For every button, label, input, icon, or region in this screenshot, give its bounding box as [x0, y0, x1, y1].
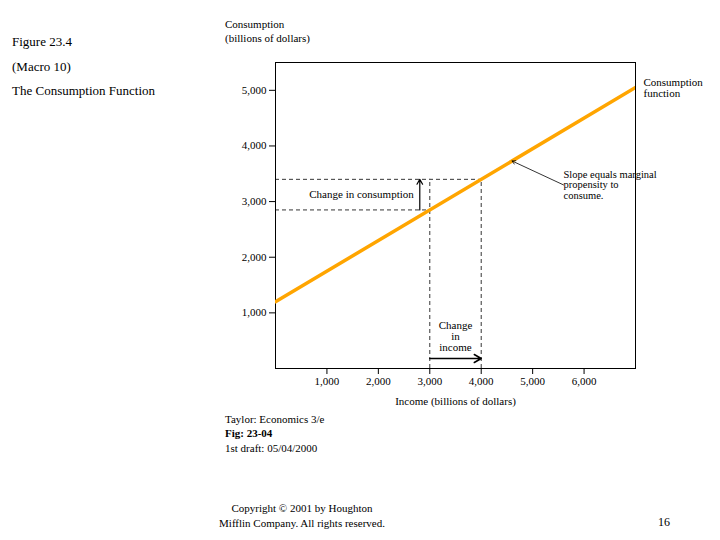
- svg-text:3,000: 3,000: [242, 195, 267, 207]
- svg-text:2,000: 2,000: [242, 250, 267, 262]
- svg-text:3,000: 3,000: [417, 375, 442, 387]
- html-text:16: 16: [658, 515, 670, 529]
- html-text:Consumption (billions of dolla: Consumption (billions of dollars): [225, 18, 310, 44]
- html-text:The Consumption Function: The Consumption Function: [12, 83, 155, 99]
- svg-text:5,000: 5,000: [242, 83, 267, 95]
- svg-text:1,000: 1,000: [315, 375, 340, 387]
- html-text:Taylor: Economics 3/e: Taylor: Economics 3/e: [225, 412, 325, 425]
- svg-text:Change in consumption: Change in consumption: [309, 188, 414, 200]
- svg-text:5,000: 5,000: [520, 375, 545, 387]
- html-text:Fig: 23-04: Fig: 23-04: [225, 427, 273, 440]
- svg-text:Slope equals marginalpropensit: Slope equals marginalpropensity toconsum…: [564, 168, 657, 200]
- svg-text:4,000: 4,000: [242, 139, 267, 151]
- svg-text:Consumptionfunction: Consumptionfunction: [644, 75, 704, 98]
- svg-text:2,000: 2,000: [366, 375, 391, 387]
- svg-text:1,000: 1,000: [242, 306, 267, 318]
- html-text:(Macro 10): (Macro 10): [12, 58, 71, 74]
- html-text:Copyright © 2001 by Houghton M: Copyright © 2001 by Houghton Mifflin Com…: [219, 502, 385, 529]
- html-text:Figure 23.4: Figure 23.4: [12, 34, 72, 49]
- html-text:1st draft: 05/04/2000: 1st draft: 05/04/2000: [225, 442, 318, 455]
- svg-text:4,000: 4,000: [469, 375, 494, 387]
- svg-text:Income (billions of dollars): Income (billions of dollars): [395, 394, 516, 407]
- svg-text:Changeinincome: Changeinincome: [439, 318, 473, 352]
- svg-text:6,000: 6,000: [572, 375, 597, 387]
